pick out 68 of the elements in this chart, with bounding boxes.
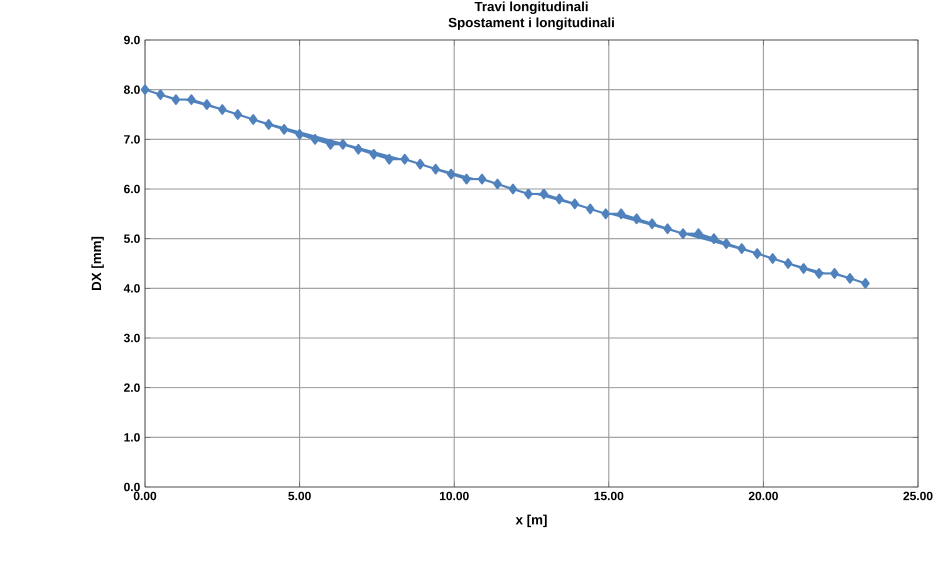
point [799, 263, 808, 274]
x-tick-label: 0.00 [134, 492, 156, 500]
point [586, 204, 595, 214]
point [140, 84, 150, 95]
point [555, 194, 564, 204]
x-tick-label: 15.00 [594, 492, 624, 500]
point [846, 273, 854, 284]
y-tick-label: 5.0 [124, 234, 140, 243]
x-tick-label: 10.00 [440, 492, 469, 500]
point [508, 184, 518, 194]
point [370, 148, 378, 160]
chart-subtitle: Spostament i longitudinali [448, 17, 614, 30]
point [678, 228, 688, 240]
point [156, 89, 165, 100]
chart-title: Travi longitudinali [474, 1, 588, 14]
point [446, 168, 456, 180]
point [234, 109, 242, 120]
point [710, 233, 718, 244]
y-axis-title: DX [mm] [91, 236, 104, 290]
point [218, 104, 227, 115]
point [338, 138, 348, 150]
point [737, 243, 746, 254]
y-tick-label: 9.0 [124, 36, 140, 44]
point [784, 258, 792, 269]
point [478, 174, 486, 184]
y-tick-label: 2.0 [124, 383, 140, 392]
point [648, 218, 656, 230]
point [601, 208, 610, 220]
point [694, 228, 703, 240]
point [540, 188, 548, 200]
point [524, 188, 533, 200]
y-tick-label: 8.0 [124, 85, 140, 94]
point [570, 198, 580, 210]
y-tick-label: 6.0 [124, 184, 140, 194]
point [416, 158, 424, 170]
point [663, 223, 672, 234]
point [310, 134, 320, 145]
point [632, 213, 641, 224]
x-axis-title: x [m] [516, 514, 547, 528]
point [264, 119, 273, 130]
x-tick-label: 5.00 [288, 492, 311, 500]
point [830, 268, 839, 279]
point [354, 144, 363, 155]
point [187, 94, 196, 105]
point [768, 253, 777, 264]
x-tick-label: 25.00 [903, 492, 933, 500]
y-tick-label: 1.0 [124, 433, 140, 442]
point [431, 164, 440, 174]
point [861, 278, 870, 289]
point [248, 114, 258, 125]
x-tick-label: 20.00 [748, 492, 778, 500]
y-tick-label: 3.0 [124, 334, 140, 342]
point [814, 268, 824, 279]
point [172, 94, 180, 105]
point [722, 238, 731, 249]
point [385, 154, 394, 165]
point [280, 124, 288, 135]
point [326, 138, 335, 150]
y-tick-label: 7.0 [124, 135, 140, 144]
point [202, 99, 212, 110]
point [295, 129, 304, 140]
point [462, 174, 471, 184]
point [493, 178, 502, 190]
point [752, 248, 762, 259]
point [400, 154, 410, 165]
y-tick-label: 4.0 [124, 284, 140, 293]
point [616, 208, 626, 220]
y-tick-label: 0.0 [124, 482, 140, 492]
